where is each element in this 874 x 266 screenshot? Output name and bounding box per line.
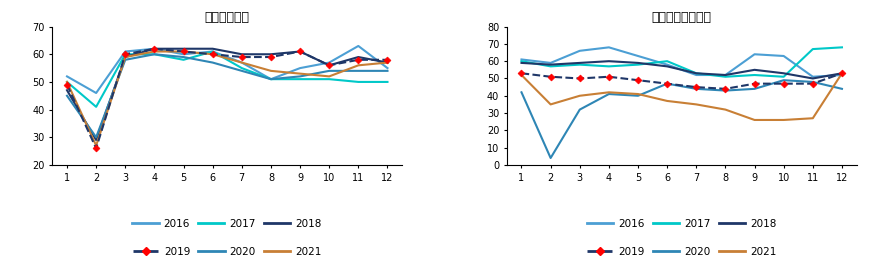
Title: 原生铝合金开工率: 原生铝合金开工率 xyxy=(652,11,711,24)
Title: 铝型材开工率: 铝型材开工率 xyxy=(205,11,250,24)
Legend: 2019, 2020, 2021: 2019, 2020, 2021 xyxy=(133,247,322,256)
Legend: 2019, 2020, 2021: 2019, 2020, 2021 xyxy=(587,247,776,256)
